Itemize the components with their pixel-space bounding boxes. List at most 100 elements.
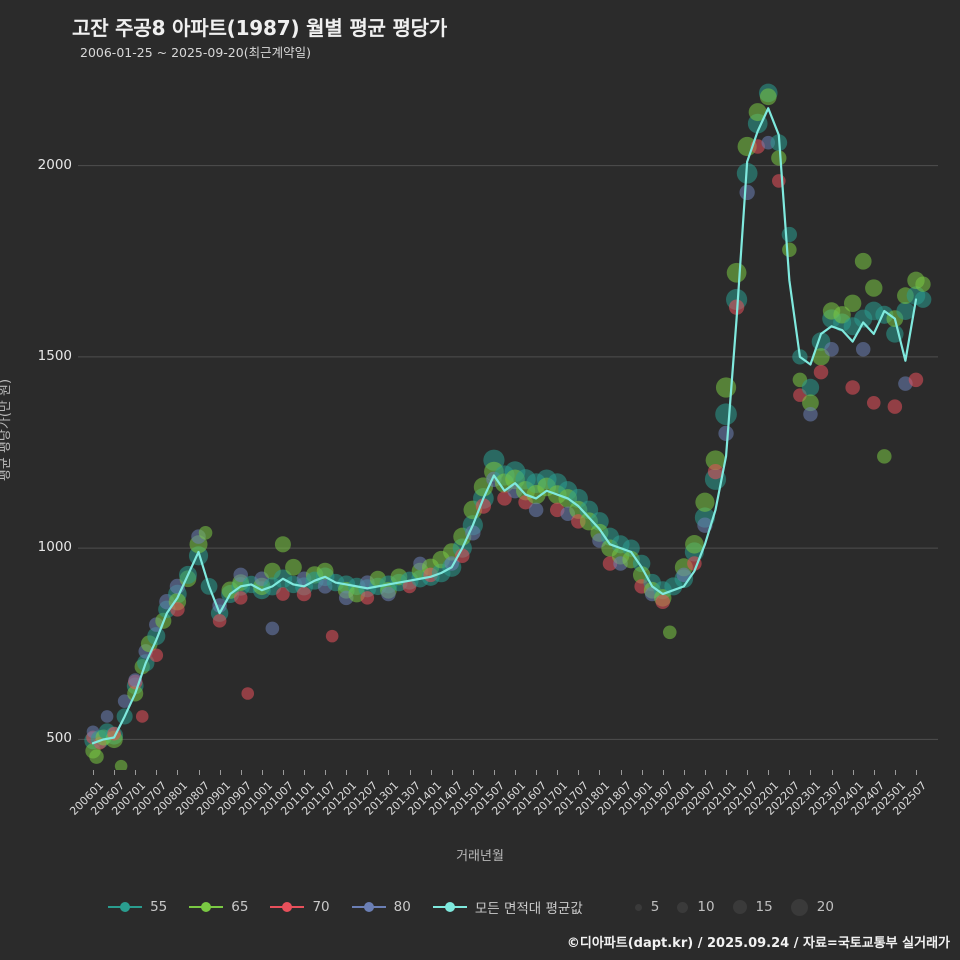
x-tick-mark [177, 770, 179, 775]
scatter-point [771, 150, 787, 166]
scatter-point [759, 88, 777, 106]
x-tick-mark [683, 770, 685, 775]
scatter-point [866, 395, 881, 410]
x-tick-mark [873, 770, 875, 775]
x-tick-mark [704, 770, 706, 775]
x-tick-mark [451, 770, 453, 775]
page-subtitle: 2006-01-25 ~ 2025-09-20(최근계약일) [80, 45, 311, 60]
scatter-point [497, 491, 512, 506]
scatter-point [149, 648, 164, 663]
x-tick-mark [304, 770, 306, 775]
x-tick-mark [114, 770, 116, 775]
x-tick-mark [747, 770, 749, 775]
x-tick-mark [915, 770, 917, 775]
scatter-point [914, 291, 932, 308]
x-tick-mark [493, 770, 495, 775]
scatter-point [833, 306, 851, 324]
page-title: 고잔 주공8 아파트(1987) 월별 평균 평당가 [72, 16, 448, 40]
series-legend: 55 65 70 80 모든 면적대 평균값 [108, 897, 605, 917]
x-tick-mark [388, 770, 390, 775]
size-legend-dot [790, 898, 808, 916]
scatter-point [739, 184, 755, 201]
scatter-point [737, 136, 757, 157]
size-legend: 5 10 15 20 [634, 898, 852, 916]
x-tick-mark [599, 770, 601, 775]
plot-svg [78, 83, 938, 770]
x-tick-mark [346, 770, 348, 775]
legend-label: 70 [312, 899, 330, 915]
size-legend-item-20: 20 [790, 898, 834, 916]
x-tick-mark [261, 770, 263, 775]
scatter-point [655, 594, 670, 609]
size-legend-dot [677, 901, 689, 913]
scatter-point [89, 749, 104, 764]
scatter-point [705, 450, 726, 471]
scatter-point [241, 687, 255, 700]
scatter-point [845, 380, 860, 395]
size-legend-item-5: 5 [634, 899, 660, 915]
legend-item-80[interactable]: 80 [351, 899, 411, 915]
x-tick-mark [472, 770, 474, 775]
scatter-point [233, 567, 248, 583]
scatter-point [528, 502, 544, 518]
scatter-point [135, 710, 149, 723]
footer-credit: ©디아파트(dapt.kr) / 2025.09.24 / 자료=국토교통부 실… [566, 936, 950, 951]
average-line [91, 107, 918, 745]
legend-label: 65 [231, 899, 249, 915]
scatter-plot-area[interactable] [78, 70, 938, 770]
scatter-point [726, 262, 747, 283]
x-tick-mark [852, 770, 854, 775]
size-legend-label: 5 [650, 899, 660, 915]
scatter-point [855, 341, 871, 357]
legend-marker-icon [108, 901, 143, 913]
scatter-point [854, 252, 872, 270]
chart-legend: 55 65 70 80 모든 면적대 평균값 5 10 15 20 [0, 890, 960, 924]
size-legend-item-10: 10 [677, 899, 715, 915]
size-legend-label: 20 [816, 899, 834, 915]
scatter-point [296, 586, 312, 602]
scatter-point [896, 301, 915, 320]
size-legend-dot [634, 903, 642, 911]
scatter-point [455, 548, 470, 564]
y-axis-ticks: 500 1000 1500 2000 [0, 70, 72, 770]
x-tick-mark [557, 770, 559, 775]
size-legend-label: 15 [755, 899, 773, 915]
legend-label: 80 [393, 899, 411, 915]
scatter-point [887, 399, 903, 414]
legend-item-55[interactable]: 55 [108, 899, 167, 915]
scatter-point [285, 558, 302, 576]
y-tick-label: 1500 [37, 347, 72, 364]
legend-item-65[interactable]: 65 [189, 899, 248, 915]
scatter-point [274, 536, 291, 553]
scatter-point [117, 694, 132, 708]
scatter-point [695, 492, 715, 512]
scatter-point [100, 710, 114, 723]
scatter-point [233, 591, 248, 605]
x-tick-mark [93, 770, 94, 775]
x-tick-mark [831, 770, 833, 775]
scatter-point [718, 425, 734, 442]
scatter-points [84, 83, 932, 770]
scatter-point [813, 364, 829, 380]
x-tick-mark [662, 770, 664, 775]
legend-item-모든-면적대-평균값[interactable]: 모든 면적대 평균값 [432, 897, 583, 917]
y-tick-label: 500 [46, 730, 72, 747]
legend-label: 모든 면적대 평균값 [474, 901, 583, 917]
x-tick-mark [620, 770, 622, 775]
size-legend-dot [732, 900, 747, 914]
scatter-point [265, 621, 280, 636]
scatter-point [198, 526, 213, 540]
size-legend-item-15: 15 [732, 899, 773, 915]
x-tick-mark [810, 770, 812, 775]
scatter-point [801, 378, 820, 397]
x-tick-mark [789, 770, 791, 775]
scatter-point [865, 279, 883, 297]
scatter-point [877, 449, 892, 464]
scatter-point [662, 625, 677, 640]
legend-item-70[interactable]: 70 [270, 899, 330, 915]
scatter-point [114, 759, 128, 770]
scatter-point [715, 377, 737, 398]
x-tick-mark [578, 770, 580, 775]
x-axis-ticks: 200601 200607 200701 200707 200801 200807 2009… [0, 770, 960, 845]
size-legend-label: 10 [697, 899, 715, 915]
